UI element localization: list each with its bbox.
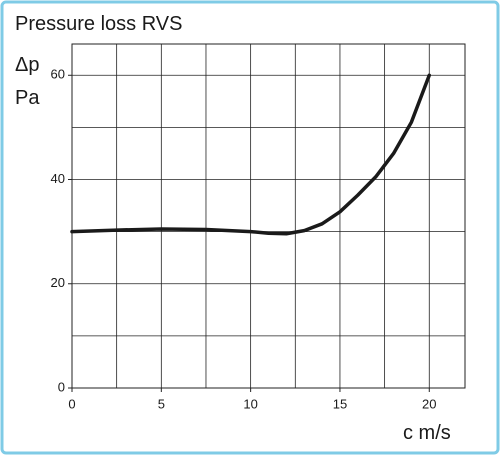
- x-tick-label: 0: [68, 396, 75, 411]
- y-axis-label: Pa: [15, 87, 40, 109]
- chart-title: Pressure loss RVS: [15, 13, 182, 35]
- x-axis-label: c m/s: [403, 422, 451, 444]
- x-tick-label: 10: [243, 396, 257, 411]
- y-axis-label: Δp: [15, 54, 39, 76]
- y-tick-label: 0: [58, 379, 65, 394]
- plot-border: [71, 43, 466, 389]
- x-tick-label: 15: [333, 396, 347, 411]
- y-tick-label: 20: [51, 275, 65, 290]
- x-tick-label: 20: [422, 396, 436, 411]
- data-line: [70, 73, 432, 236]
- x-tick-label: 5: [158, 396, 165, 411]
- y-tick-label: 40: [51, 171, 65, 186]
- y-tick-label: 60: [51, 67, 65, 82]
